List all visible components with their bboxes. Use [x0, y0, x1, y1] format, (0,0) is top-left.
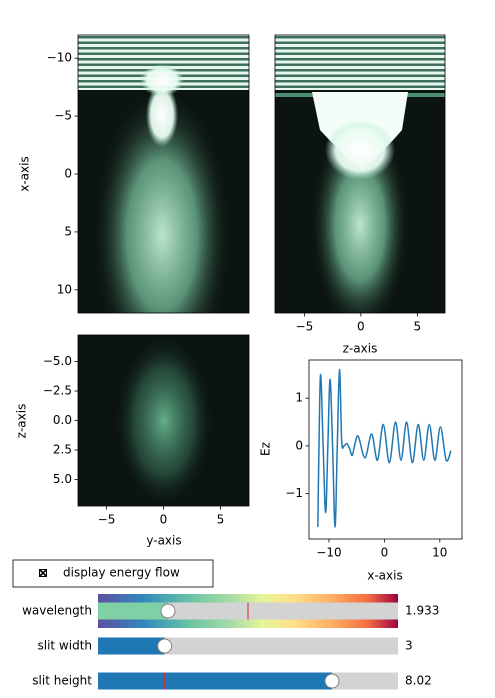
x-tick-label: 5: [414, 320, 422, 334]
axes-frame: [308, 359, 463, 540]
x-tick-label: 5: [217, 513, 225, 527]
y-axis-label: x-axis: [18, 156, 32, 191]
x-tick-label: 0: [381, 546, 389, 560]
y-tick-label: −10: [47, 51, 72, 65]
y-tick-label: 5.0: [53, 472, 72, 486]
slider-value: 3: [405, 639, 413, 653]
y-tick-label: −5.0: [43, 354, 72, 368]
checkbox[interactable]: display energy flow: [12, 559, 214, 588]
field-image: [78, 35, 249, 313]
y-tick-label: 1: [295, 391, 303, 405]
slider-handle: [324, 673, 340, 689]
slider-fill: [98, 672, 332, 690]
x-tick-label: −5: [98, 513, 116, 527]
y-tick-label: 0: [295, 438, 303, 452]
checkbox-check: [39, 569, 47, 577]
y-tick-label: 0: [64, 167, 72, 181]
slider-track: [98, 637, 398, 655]
slider-handle: [157, 638, 173, 654]
slider-value: 8.02: [405, 674, 432, 688]
slider-fill: [98, 637, 165, 655]
y-tick-label: 2.5: [53, 442, 72, 456]
y-tick-label: −1: [285, 486, 303, 500]
x-axis-label: x-axis: [367, 569, 402, 583]
slider[interactable]: slit width 3: [37, 637, 413, 655]
y-axis-label: z-axis: [15, 404, 29, 439]
x-axis-label: z-axis: [343, 342, 378, 356]
slider-label: slit width: [37, 639, 92, 653]
y-tick-label: −2.5: [43, 384, 72, 398]
x-tick-label: 10: [432, 546, 447, 560]
x-tick-label: 0: [160, 513, 168, 527]
slider-fill: [98, 602, 168, 620]
y-tick-label: 5: [64, 224, 72, 238]
slider-label: wavelength: [22, 604, 92, 618]
x-axis-label: y-axis: [146, 534, 181, 548]
y-tick-label: −5: [54, 109, 72, 123]
slider[interactable]: slit height 8.02: [32, 672, 432, 690]
field-image: [275, 35, 445, 313]
x-tick-label: 0: [357, 320, 365, 334]
slider-value: 1.933: [405, 604, 439, 618]
field-image: [78, 335, 249, 506]
y-tick-label: 0.0: [53, 413, 72, 427]
y-axis-label: Ez: [259, 442, 273, 456]
axes-frame: [274, 34, 446, 314]
slider-label: slit height: [32, 674, 92, 688]
slider[interactable]: wavelength 1.933: [22, 594, 439, 628]
data-line: [317, 368, 452, 528]
x-tick-label: −10: [316, 546, 341, 560]
slider-handle: [160, 603, 176, 619]
x-tick-label: −5: [296, 320, 314, 334]
checkbox-label: display energy flow: [63, 566, 180, 580]
y-tick-label: 10: [57, 282, 72, 296]
